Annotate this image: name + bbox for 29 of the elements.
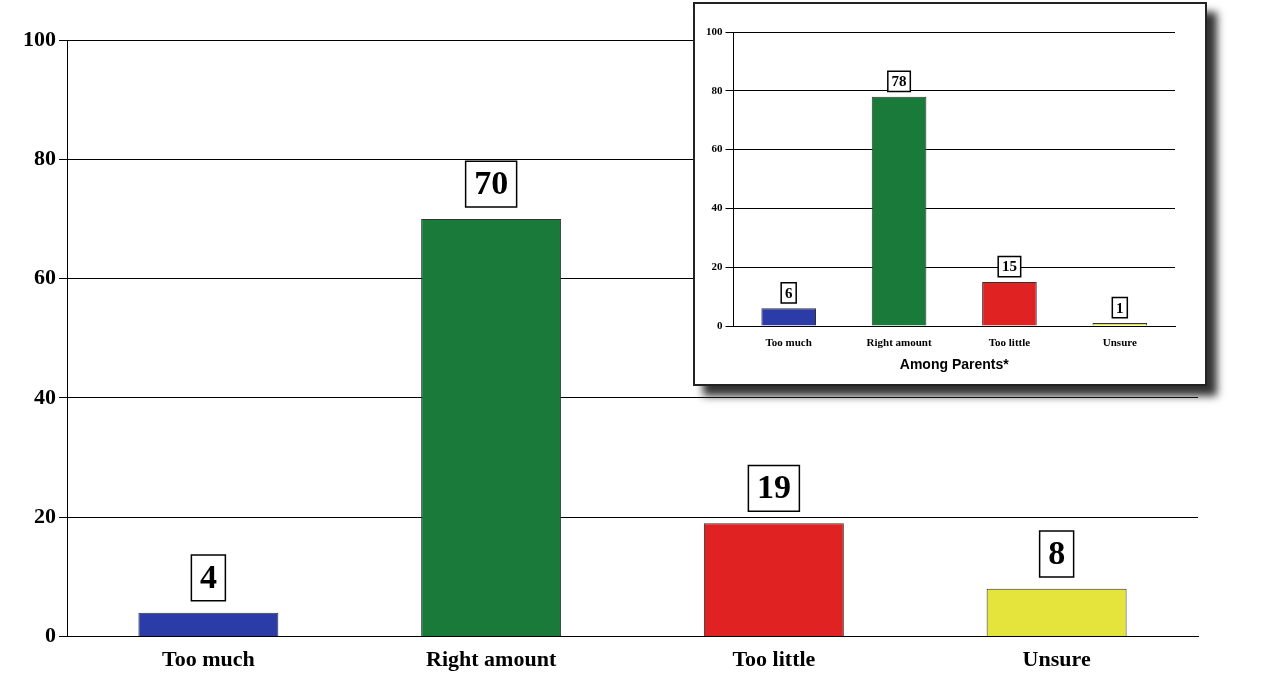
y-tick-label: 100 xyxy=(23,25,56,51)
x-tick-label: Too much xyxy=(162,646,255,672)
y-tick-label: 0 xyxy=(45,622,56,648)
x-tick-label: Unsure xyxy=(1102,336,1137,349)
y-tick-label: 80 xyxy=(711,83,723,96)
x-tick-label: Right amount xyxy=(866,336,932,349)
data-label: 6 xyxy=(784,284,793,301)
x-tick-label: Too little xyxy=(732,646,816,672)
data-label: 4 xyxy=(199,557,217,595)
data-label: 15 xyxy=(1001,258,1017,275)
y-tick-label: 60 xyxy=(711,142,723,155)
y-tick-label: 40 xyxy=(34,383,56,409)
y-tick-label: 100 xyxy=(706,24,723,37)
data-label: 8 xyxy=(1048,533,1066,571)
data-label: 19 xyxy=(756,468,791,506)
y-tick-label: 20 xyxy=(711,260,723,273)
y-tick-label: 60 xyxy=(34,264,56,290)
y-tick-label: 40 xyxy=(711,201,723,214)
x-tick-label: Right amount xyxy=(426,646,557,672)
data-label: 70 xyxy=(474,163,509,201)
y-tick-label: 80 xyxy=(34,145,56,171)
data-label: 1 xyxy=(1116,299,1124,316)
x-tick-label: Too little xyxy=(988,336,1031,349)
data-label: 78 xyxy=(891,73,907,90)
y-tick-label: 0 xyxy=(717,318,723,331)
x-tick-label: Too much xyxy=(765,336,812,349)
y-tick-label: 20 xyxy=(34,502,56,528)
x-axis-title: Among Parents* xyxy=(899,356,1010,373)
x-tick-label: Unsure xyxy=(1022,646,1091,672)
